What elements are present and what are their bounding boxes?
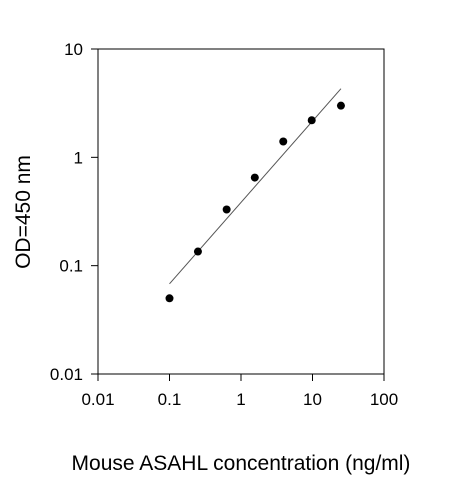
- y-axis-title: OD=450 nm: [12, 155, 35, 269]
- x-tick-label: 0.1: [158, 390, 182, 409]
- x-tick-label: 100: [370, 390, 398, 409]
- x-axis-title: Mouse ASAHL concentration (ng/ml): [72, 452, 411, 475]
- fit-line: [169, 88, 342, 285]
- plot-border: [97, 48, 385, 375]
- data-point: [336, 101, 345, 110]
- x-tick-label: 10: [303, 390, 322, 409]
- x-tick-label: 1: [236, 390, 245, 409]
- fit-line-layer: [169, 88, 342, 285]
- y-axis: 0.01 0.1 1 10: [50, 40, 98, 384]
- x-tick-label: 0.01: [81, 390, 114, 409]
- points-layer: [165, 101, 345, 303]
- y-tick-label: 0.01: [50, 365, 83, 384]
- data-point: [279, 137, 288, 146]
- y-tick-label: 1: [74, 148, 83, 167]
- y-tick-label: 0.1: [59, 257, 83, 276]
- plot-frame: [97, 48, 385, 375]
- x-axis: 0.01 0.1 1 10 100: [81, 374, 398, 409]
- data-point: [222, 205, 231, 214]
- y-tick-label: 10: [64, 40, 83, 59]
- data-point: [307, 116, 316, 125]
- data-point: [193, 247, 202, 256]
- data-point: [250, 173, 259, 182]
- data-point: [165, 294, 174, 303]
